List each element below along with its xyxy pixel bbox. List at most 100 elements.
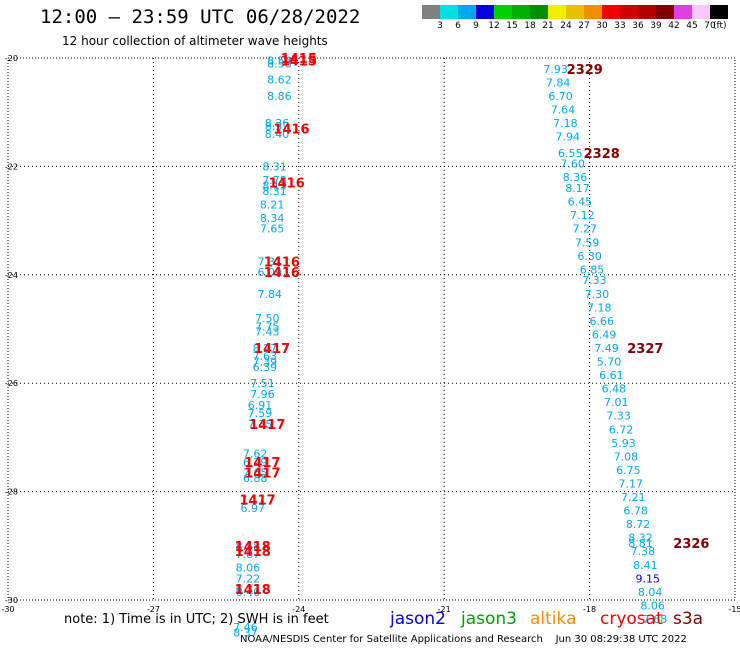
wave-height-label: 8.21 (260, 198, 285, 211)
colorbar-swatch (710, 5, 728, 19)
y-tick-label: -26 (5, 379, 18, 388)
wave-height-label: 7.60 (560, 158, 585, 171)
wave-height-label: 7.94 (556, 131, 581, 144)
wave-height-label: 8.37 (233, 627, 258, 640)
colorbar-swatch (584, 5, 602, 19)
pass-number-label: 1415 (281, 52, 317, 67)
wave-height-label: 7.78 (262, 174, 287, 187)
wave-height-label: 8.62 (267, 74, 292, 87)
colorbar-swatch (512, 5, 530, 19)
chart-subtitle: 12 hour collection of altimeter wave hei… (62, 34, 328, 48)
colorbar-tick-label: 45 (686, 21, 698, 31)
pass-number-label: 1416 (273, 122, 309, 137)
colorbar-tick-label: 3 (437, 21, 443, 31)
pass-number-label: 1418 (235, 540, 271, 555)
wave-height-label: 7.17 (241, 494, 266, 507)
colorbar-swatch (638, 5, 656, 19)
colorbar-swatch (656, 5, 674, 19)
wave-height-label: 7.62 (243, 448, 268, 461)
wave-height-label: 8.86 (267, 90, 292, 103)
wave-height-label: 6.61 (599, 369, 624, 382)
legend-item-jason3: jason3 (461, 609, 517, 629)
colorbar-swatch (674, 5, 692, 19)
wave-height-label: 7.18 (587, 301, 612, 314)
wave-height-label: 8.58 (267, 57, 292, 70)
colorbar-tick-label: 18 (524, 21, 536, 31)
pass-number-label: 2328 (584, 147, 620, 162)
wave-height-label: 6.30 (577, 250, 602, 263)
colorbar-tick-label: 39 (650, 21, 662, 31)
pass-number-label: 1416 (269, 177, 305, 192)
y-tick-label: -24 (5, 271, 18, 280)
wave-height-label: 8.81 (628, 537, 653, 550)
wave-height-label: 6.72 (609, 423, 634, 436)
wave-height-label: 7.01 (604, 396, 629, 409)
wave-height-label: 8.34 (260, 212, 285, 225)
wave-height-label: 7.18 (553, 117, 578, 130)
wave-height-label: 7.12 (570, 209, 595, 222)
pass-number-label: 2327 (627, 342, 663, 357)
credit-text: NOAA/NESDIS Center for Satellite Applica… (240, 634, 543, 645)
wave-height-label: 7.64 (551, 103, 576, 116)
wave-height-label: 8.37 (265, 120, 290, 133)
wave-height-label: 8.31 (262, 160, 287, 173)
wave-height-label: 6.39 (253, 361, 278, 374)
wave-height-label: 7.93 (543, 63, 568, 76)
colorbar-swatch (440, 5, 458, 19)
colorbar-swatch (620, 5, 638, 19)
colorbar-swatch (530, 5, 548, 19)
colorbar-tick-label: 42 (668, 21, 680, 31)
y-tick-label: -20 (5, 54, 18, 63)
wave-height-label: 8.13 (262, 179, 287, 192)
colorbar-tick-label: 12 (488, 21, 500, 31)
colorbar-tick-label: 70 (704, 21, 716, 31)
wave-height-label: 6.85 (580, 263, 605, 276)
wave-height-label: 8.36 (563, 171, 588, 184)
legend-item-altika: altika (530, 609, 577, 629)
colorbar-swatch (566, 5, 584, 19)
wave-height-label: 7.50 (255, 312, 280, 325)
wave-height-label: 7.22 (236, 572, 261, 585)
colorbar-tick-label: 21 (542, 21, 554, 31)
wave-height-label: 7.33 (582, 274, 607, 287)
colorbar-swatch (692, 5, 710, 19)
colorbar-tick-label: 9 (473, 21, 479, 31)
wave-height-label: 7.27 (573, 223, 598, 236)
wave-height-label: 8.06 (236, 561, 261, 574)
wave-height-label: 8.06 (640, 599, 665, 612)
wave-height-label: 7.46 (233, 621, 258, 634)
colorbar-swatch (548, 5, 566, 19)
wave-height-label: 6.37 (236, 583, 261, 596)
chart-title: 12:00 – 23:59 UTC 06/28/2022 (40, 6, 361, 28)
colorbar-tick-label: 36 (632, 21, 644, 31)
colorbar-swatch (476, 5, 494, 19)
wave-height-label: 7.49 (594, 342, 619, 355)
wave-height-label: 6.97 (241, 502, 266, 515)
x-tick-label: -24 (292, 605, 305, 614)
wave-height-label: 7.39 (253, 356, 278, 369)
wave-height-label: 5.93 (611, 437, 636, 450)
x-tick-label: -21 (438, 605, 451, 614)
wave-height-label: 8.17 (565, 182, 590, 195)
y-tick-label: -30 (5, 596, 18, 605)
legend-item-s3a: s3a (673, 609, 704, 629)
wave-height-label: 6.88 (243, 472, 268, 485)
colorbar-tick-label: 6 (455, 21, 461, 31)
footer-credit: NOAA/NESDIS Center for Satellite Applica… (240, 634, 687, 645)
wave-height-label: 7.59 (248, 407, 273, 420)
pass-number-label: 1418 (235, 545, 271, 560)
wave-height-label: 6.29 (243, 456, 268, 469)
pass-number-label: 1415 (281, 55, 317, 70)
wave-height-label: 6.66 (589, 315, 614, 328)
y-tick-label: -22 (5, 162, 18, 171)
x-tick-label: -27 (147, 605, 160, 614)
colorbar-swatch (602, 5, 620, 19)
credit-timestamp: Jun 30 08:29:38 UTC 2022 (555, 634, 687, 645)
pass-number-label: 1417 (240, 494, 276, 509)
wave-height-label: 6.55 (558, 147, 583, 160)
footer-note: note: 1) Time is in UTC; 2) SWH is in fe… (64, 612, 329, 627)
colorbar-unit: (ft) (713, 21, 727, 31)
colorbar-swatch (458, 5, 476, 19)
colorbar-tick-label: 33 (614, 21, 626, 31)
